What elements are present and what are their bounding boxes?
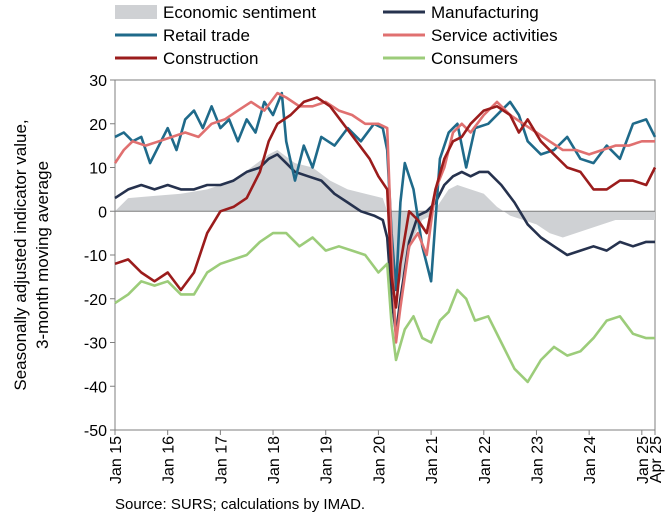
series-line-consumers	[114, 231, 655, 384]
series-line-retail-trade	[114, 91, 657, 292]
legend-label-retail-trade: Retail trade	[163, 26, 250, 45]
x-tick-label: Jan 23	[529, 436, 546, 484]
x-tick-label: Jan 21	[424, 436, 441, 484]
y-axis-title: Seasonally adjusted indicator value, 3-mo…	[11, 119, 52, 390]
x-tick-label: Apr 25	[648, 436, 665, 483]
x-tick-label: Jan 18	[266, 436, 283, 484]
source-note: Source: SURS; calculations by IMAD.	[115, 496, 366, 513]
legend-swatch-economic-sentiment	[115, 5, 157, 19]
legend-label-construction: Construction	[163, 49, 258, 68]
legend-label-economic-sentiment: Economic sentiment	[163, 3, 316, 22]
legend-label-consumers: Consumers	[431, 49, 518, 68]
legend-label-service-activities: Service activities	[431, 26, 558, 45]
y-axis-title-line: Seasonally adjusted indicator value,	[11, 119, 30, 390]
x-tick-label: Jan 19	[319, 436, 336, 484]
x-tick-label: Jan 24	[582, 436, 599, 484]
x-axis: Jan 15 Jan 16 Jan 17 Jan 18 Jan 19 Jan 20 Jan …	[108, 430, 665, 484]
y-tick-label: -20	[84, 292, 107, 309]
x-tick-label: Jan 22	[477, 436, 494, 484]
chart-legend: Economic sentiment Manufacturing Retail tr…	[115, 3, 558, 68]
y-tick-label: 0	[98, 204, 107, 221]
y-tick-label: 10	[89, 161, 107, 178]
y-tick-label: 20	[89, 117, 107, 134]
x-tick-label: Jan 25	[635, 436, 652, 484]
y-tick-label: -10	[84, 248, 107, 265]
y-tick-label: 30	[89, 73, 107, 90]
y-tick-label: -30	[84, 336, 107, 353]
x-tick-label: Jan 16	[161, 436, 178, 484]
plot-area	[113, 79, 657, 431]
series-area-economic-sentiment	[115, 150, 655, 295]
y-tick-label: -40	[84, 379, 107, 396]
series-line-construction	[114, 96, 657, 309]
x-tick-label: Jan 17	[213, 436, 230, 484]
legend-label-manufacturing: Manufacturing	[431, 3, 539, 22]
x-tick-label: Jan 20	[371, 436, 388, 484]
y-tick-label: -50	[84, 423, 107, 440]
y-axis: 30 20 10 0 -10 -20 -30 -40 -50	[84, 73, 115, 440]
plot-border	[114, 79, 656, 431]
series-line-manufacturing	[114, 153, 655, 336]
x-tick-label: Jan 15	[108, 436, 125, 484]
y-axis-title-line: 3-month moving average	[33, 161, 52, 349]
